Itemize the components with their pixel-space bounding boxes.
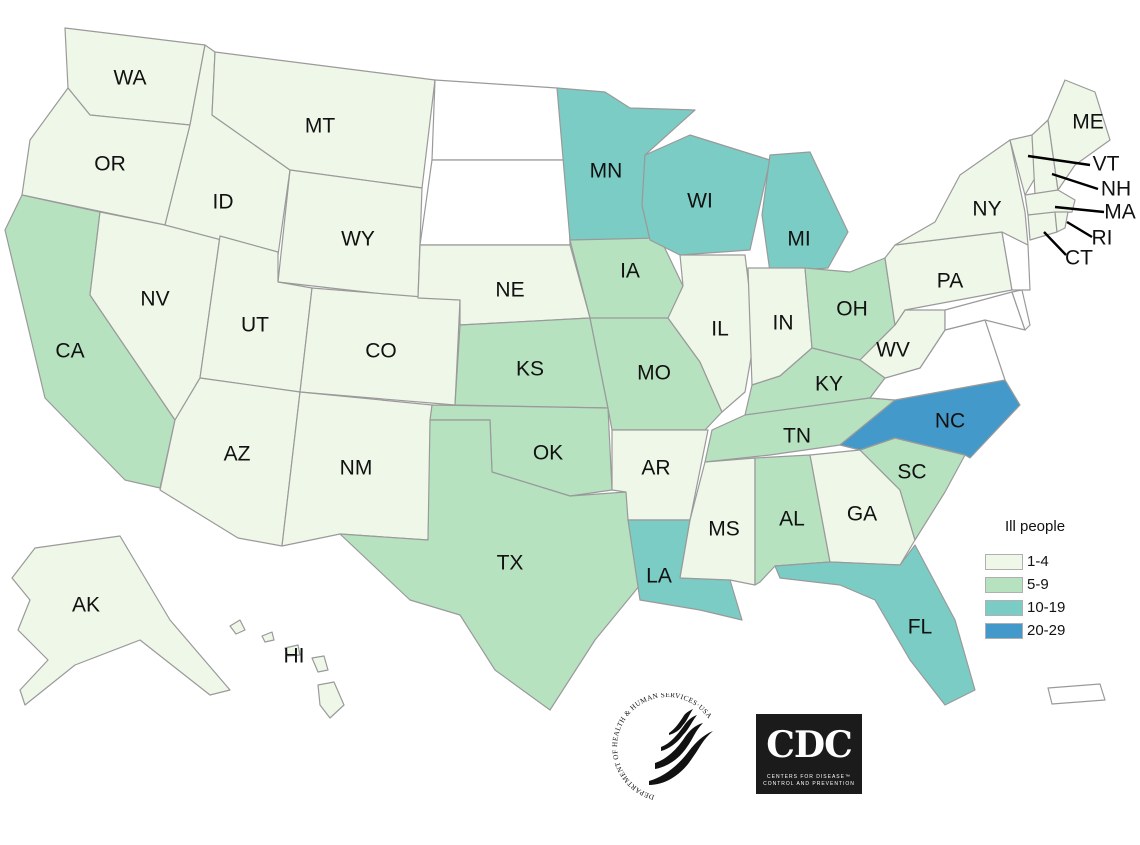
- legend-item: 10-19: [985, 597, 1125, 618]
- leader-line-ma: [1054, 205, 1105, 214]
- state-label-CA: CA: [55, 340, 84, 363]
- state-label-HI: HI: [284, 645, 305, 668]
- legend-label: 20-29: [1027, 622, 1066, 639]
- state-NY: [894, 139, 1029, 246]
- legend-label: 5-9: [1027, 576, 1049, 593]
- state-label-NM: NM: [340, 457, 373, 480]
- legend-item: 20-29: [985, 620, 1125, 641]
- leader-line-ri: [1066, 220, 1093, 239]
- state-label-WV: WV: [876, 339, 910, 362]
- state-label-VT: VT: [1093, 153, 1120, 176]
- state-HI: [229, 619, 345, 719]
- legend-swatch: [985, 599, 1023, 616]
- state-label-KS: KS: [516, 358, 544, 381]
- state-SD: [419, 159, 571, 246]
- state-MI: [761, 151, 849, 273]
- state-label-RI: RI: [1092, 227, 1113, 250]
- state-label-NH: NH: [1101, 178, 1131, 201]
- state-label-OR: OR: [94, 153, 126, 176]
- cdc-logo-subtitle-1: CENTERS FOR DISEASE™: [767, 774, 851, 780]
- legend-swatch: [985, 622, 1023, 639]
- state-label-ID: ID: [213, 191, 234, 214]
- leader-line-nh: [1051, 172, 1099, 191]
- legend-swatch: [985, 576, 1023, 593]
- state-label-ME: ME: [1072, 111, 1104, 134]
- state-label-NV: NV: [140, 288, 169, 311]
- state-label-AR: AR: [641, 457, 670, 480]
- cdc-logo-wordmark: CDC: [766, 724, 853, 766]
- legend-title: Ill people: [1005, 518, 1066, 535]
- state-TX: [339, 419, 641, 711]
- cdc-logo: CDC CENTERS FOR DISEASE™ CONTROL AND PRE…: [756, 714, 862, 794]
- state-label-MO: MO: [637, 362, 671, 385]
- state-label-KY: KY: [815, 373, 843, 396]
- state-label-WI: WI: [687, 190, 713, 213]
- state-label-IN: IN: [773, 312, 794, 335]
- state-label-AL: AL: [779, 508, 805, 531]
- state-label-IL: IL: [711, 318, 729, 341]
- state-CT: [1027, 211, 1058, 241]
- legend-label: 10-19: [1027, 599, 1066, 616]
- leader-line-ct: [1043, 231, 1067, 256]
- state-label-PA: PA: [937, 270, 963, 293]
- state-label-UT: UT: [241, 314, 269, 337]
- territory-PR: [1047, 683, 1106, 705]
- state-label-NY: NY: [972, 198, 1001, 221]
- state-label-GA: GA: [847, 503, 877, 526]
- state-label-AK: AK: [72, 594, 100, 617]
- state-RI: [1054, 211, 1069, 233]
- legend-item: 5-9: [985, 574, 1125, 595]
- state-label-MI: MI: [787, 228, 810, 251]
- state-MD: [944, 291, 1026, 331]
- map-legend: Ill people 1-4 5-9 10-19 20-29: [985, 518, 1125, 643]
- legend-label: 1-4: [1027, 553, 1049, 570]
- state-label-MN: MN: [590, 160, 623, 183]
- state-label-SC: SC: [897, 461, 926, 484]
- state-label-FL: FL: [908, 616, 933, 639]
- state-label-MA: MA: [1104, 201, 1136, 224]
- state-label-CO: CO: [365, 340, 397, 363]
- state-label-MT: MT: [305, 115, 335, 138]
- state-label-NE: NE: [495, 279, 524, 302]
- state-label-LA: LA: [646, 565, 672, 588]
- state-DE: [1011, 289, 1031, 331]
- leader-line-vt: [1027, 154, 1091, 167]
- state-label-WY: WY: [341, 228, 375, 251]
- legend-item: 1-4: [985, 551, 1125, 572]
- state-label-OH: OH: [836, 298, 868, 321]
- state-label-NC: NC: [935, 410, 965, 433]
- state-label-AZ: AZ: [224, 443, 251, 466]
- eagle-profile-icon: [649, 709, 713, 785]
- state-label-TX: TX: [497, 552, 524, 575]
- state-AK: [11, 535, 231, 706]
- hhs-logo: DEPARTMENT OF HEALTH & HUMAN SERVICES·US…: [603, 693, 731, 805]
- state-label-CT: CT: [1065, 247, 1093, 270]
- state-label-IA: IA: [620, 260, 640, 283]
- state-FL: [774, 544, 976, 706]
- state-label-WA: WA: [113, 67, 146, 90]
- state-WI: [641, 134, 771, 256]
- state-label-OK: OK: [533, 442, 563, 465]
- legend-swatch: [985, 553, 1023, 570]
- state-ND: [431, 79, 569, 161]
- state-MA: [1024, 189, 1076, 216]
- state-label-TN: TN: [783, 425, 811, 448]
- cdc-logo-subtitle-2: CONTROL AND PREVENTION: [763, 781, 855, 787]
- state-label-MS: MS: [708, 518, 740, 541]
